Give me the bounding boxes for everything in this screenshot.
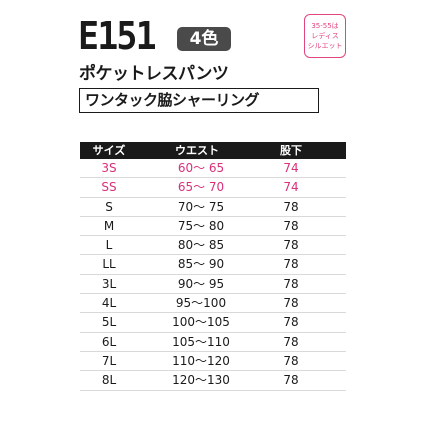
table-row: S 70～ 75 78 <box>80 198 346 217</box>
table-row: 6L 105～110 78 <box>80 333 346 352</box>
cell-waist: 100～105 <box>172 315 230 330</box>
table-row: 3L 90～ 95 78 <box>80 275 346 295</box>
ladies-silhouette-badge: 35-55は レディス シルエット <box>304 14 346 58</box>
table-row: 4L 95～100 78 <box>80 294 346 314</box>
product-name: ポケットレスパンツ <box>79 64 229 84</box>
cell-waist: 80～ 85 <box>177 238 225 253</box>
cell-size: S <box>105 199 113 214</box>
cell-inseam: 78 <box>283 334 299 349</box>
table-row: 7L 110～120 78 <box>80 352 346 372</box>
cell-size: 3L <box>101 276 117 291</box>
cell-inseam: 78 <box>283 296 299 311</box>
cell-waist: 95～100 <box>175 296 227 311</box>
cell-waist: 105～110 <box>172 334 230 349</box>
header-inseam: 股下 <box>280 144 302 157</box>
header-size: サイズ <box>92 144 126 157</box>
cell-inseam: 78 <box>283 199 299 214</box>
cell-size: 6L <box>101 334 117 349</box>
cell-inseam: 74 <box>283 180 299 195</box>
table-row: 5L 100～105 78 <box>80 313 346 333</box>
cell-inseam: 78 <box>283 218 299 233</box>
cell-waist: 60～ 65 <box>177 161 225 175</box>
ladies-badge-line: レディス <box>311 32 339 40</box>
cell-size: L <box>105 238 113 253</box>
cell-size: LL <box>102 257 116 272</box>
cell-inseam: 78 <box>283 238 299 253</box>
table-row: LL 85～ 90 78 <box>80 255 346 275</box>
cell-inseam: 78 <box>283 373 299 388</box>
table-row: L 80～ 85 78 <box>80 236 346 256</box>
cell-size: 7L <box>101 353 117 368</box>
cell-waist: 120～130 <box>172 373 230 388</box>
ladies-badge-line: 35-55は <box>311 22 339 30</box>
cell-inseam: 78 <box>283 315 299 330</box>
cell-waist: 75～ 80 <box>177 218 225 233</box>
cell-size: 3S <box>101 161 117 175</box>
cell-size: 5L <box>101 315 117 330</box>
feature-label: ワンタック脇シャーリング <box>79 88 319 113</box>
cell-size: M <box>103 218 115 233</box>
table-row: SS 65～ 70 74 <box>80 178 346 198</box>
table-row: 8L 120～130 78 <box>80 371 346 391</box>
cell-inseam: 74 <box>283 161 299 175</box>
table-row: 3S 60～ 65 74 <box>80 159 346 179</box>
table-row: M 75～ 80 78 <box>80 217 346 237</box>
cell-size: 4L <box>101 296 117 311</box>
cell-waist: 65～ 70 <box>177 180 225 195</box>
cell-size: SS <box>101 180 117 195</box>
size-table: サイズ ウエスト 股下 3S 60～ 65 74 SS 65～ 70 74 S … <box>80 142 346 391</box>
cell-size: 8L <box>101 373 117 388</box>
cell-inseam: 78 <box>283 257 299 272</box>
color-count-badge: 4色 <box>177 27 231 51</box>
table-header-row: サイズ ウエスト 股下 <box>80 142 346 159</box>
product-code: E151 <box>78 14 157 58</box>
cell-waist: 85～ 90 <box>177 257 225 272</box>
cell-inseam: 78 <box>283 353 299 368</box>
cell-waist: 90～ 95 <box>177 276 225 291</box>
header-waist: ウエスト <box>175 144 219 157</box>
cell-inseam: 78 <box>283 276 299 291</box>
cell-waist: 70～ 75 <box>177 199 225 214</box>
ladies-badge-line: シルエット <box>307 42 343 50</box>
cell-waist: 110～120 <box>172 353 230 368</box>
